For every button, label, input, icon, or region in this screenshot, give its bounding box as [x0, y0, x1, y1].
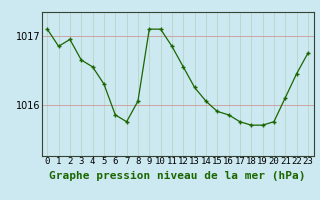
X-axis label: Graphe pression niveau de la mer (hPa): Graphe pression niveau de la mer (hPa): [49, 171, 306, 181]
